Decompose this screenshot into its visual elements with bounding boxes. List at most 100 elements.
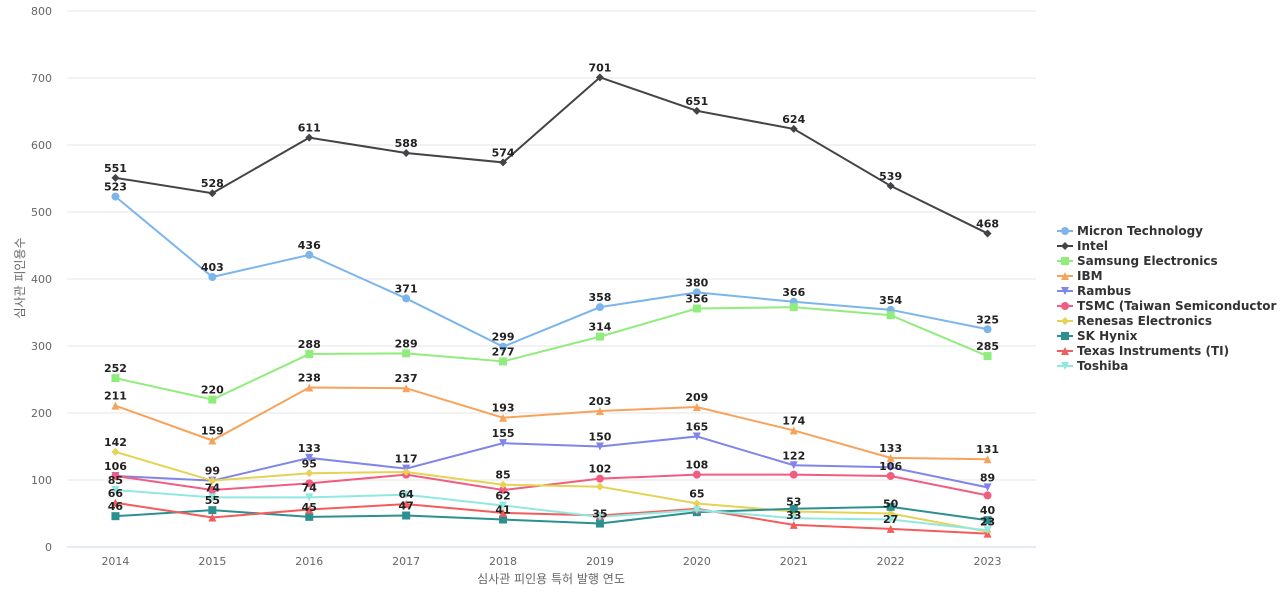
legend-item[interactable]: Intel: [1057, 239, 1108, 253]
data-label: 95: [302, 457, 317, 470]
data-label: 33: [786, 509, 801, 522]
data-label: 46: [108, 500, 124, 513]
data-point: [499, 439, 508, 448]
data-point: [402, 384, 411, 393]
data-label: 277: [492, 345, 515, 358]
legend-item[interactable]: Toshiba: [1057, 359, 1128, 373]
data-point: [208, 506, 217, 515]
data-point: [402, 467, 411, 476]
series-line: [115, 489, 988, 532]
legend-item[interactable]: IBM: [1057, 269, 1103, 283]
data-label: 64: [398, 488, 414, 501]
legend-item[interactable]: Rambus: [1057, 284, 1131, 298]
data-point: [983, 516, 992, 525]
y-tick-label: 800: [31, 5, 52, 18]
y-tick-label: 600: [31, 139, 52, 152]
data-label: 651: [685, 95, 708, 108]
y-tick-label: 0: [45, 541, 52, 554]
data-label: 53: [786, 495, 801, 508]
data-label: 47: [398, 500, 413, 513]
data-label: 131: [976, 443, 999, 456]
data-point: [305, 133, 314, 142]
data-point: [789, 504, 798, 513]
legend-item[interactable]: SK Hynix: [1057, 329, 1138, 343]
data-point: [886, 181, 895, 190]
data-point: [499, 158, 508, 167]
series-3: [111, 383, 992, 464]
legend-marker: [1061, 332, 1069, 340]
data-point: [692, 402, 701, 411]
data-label: 150: [588, 431, 611, 444]
data-label: 122: [782, 449, 805, 462]
series-line: [115, 435, 988, 489]
x-tick-label: 2021: [780, 555, 808, 568]
data-label: 574: [492, 146, 515, 159]
data-point: [789, 514, 798, 523]
series-0: [111, 192, 992, 351]
series-line: [115, 473, 988, 497]
data-point: [692, 470, 701, 479]
data-label: 23: [980, 516, 995, 529]
data-point: [595, 474, 604, 483]
data-point: [305, 250, 314, 259]
data-point: [305, 512, 314, 521]
data-point: [111, 192, 120, 201]
data-label: 403: [201, 261, 224, 274]
data-label: 285: [976, 340, 999, 353]
legend-item[interactable]: Samsung Electronics: [1057, 254, 1218, 268]
data-point: [595, 519, 604, 528]
data-label: 356: [685, 292, 708, 305]
series-2: [111, 303, 992, 404]
data-label: 165: [685, 420, 708, 433]
x-tick-label: 2015: [198, 555, 226, 568]
legend-label: TSMC (Taiwan Semiconductor ...: [1077, 299, 1280, 313]
legend-item[interactable]: Micron Technology: [1057, 224, 1203, 238]
data-label: 106: [104, 460, 127, 473]
series-9: [111, 486, 992, 535]
data-label: 133: [298, 442, 321, 455]
data-label: 354: [879, 294, 902, 307]
data-label: 159: [201, 424, 224, 437]
legend-label: Rambus: [1077, 284, 1131, 298]
data-point: [305, 505, 314, 514]
data-label: 142: [104, 436, 127, 449]
data-point: [499, 501, 508, 510]
data-point: [983, 483, 992, 492]
data-label: 62: [495, 489, 510, 502]
data-label: 288: [298, 338, 321, 351]
y-axis-title: 심사관 피인용수: [13, 237, 27, 318]
legend-marker: [1061, 227, 1069, 235]
x-tick-label: 2020: [683, 555, 711, 568]
legend-label: Renesas Electronics: [1077, 314, 1212, 328]
x-tick-label: 2014: [101, 555, 129, 568]
data-point: [692, 106, 701, 115]
x-tick-label: 2022: [877, 555, 905, 568]
data-point: [402, 511, 411, 520]
data-label: 539: [879, 170, 902, 183]
data-label: 55: [205, 494, 220, 507]
data-label: 380: [685, 276, 708, 289]
legend-item[interactable]: Texas Instruments (TI): [1057, 344, 1229, 358]
data-point: [208, 436, 217, 445]
data-point: [692, 432, 701, 441]
data-label: 74: [302, 481, 318, 494]
legend-item[interactable]: Renesas Electronics: [1057, 314, 1212, 328]
data-label: 108: [685, 459, 708, 472]
legend-item[interactable]: TSMC (Taiwan Semiconductor ...: [1057, 299, 1280, 313]
data-point: [789, 470, 798, 479]
data-label: 371: [395, 282, 418, 295]
data-point: [402, 294, 411, 303]
series-4: [111, 432, 992, 492]
legend-marker: [1061, 257, 1069, 265]
data-point: [886, 509, 895, 518]
data-point: [886, 515, 895, 524]
data-point: [595, 406, 604, 415]
y-tick-label: 100: [31, 474, 52, 487]
data-label: 211: [104, 390, 127, 403]
data-label: 35: [592, 508, 607, 521]
y-tick-label: 700: [31, 72, 52, 85]
data-point: [111, 512, 120, 521]
legend-marker: [1061, 317, 1069, 325]
x-tick-label: 2017: [392, 555, 420, 568]
